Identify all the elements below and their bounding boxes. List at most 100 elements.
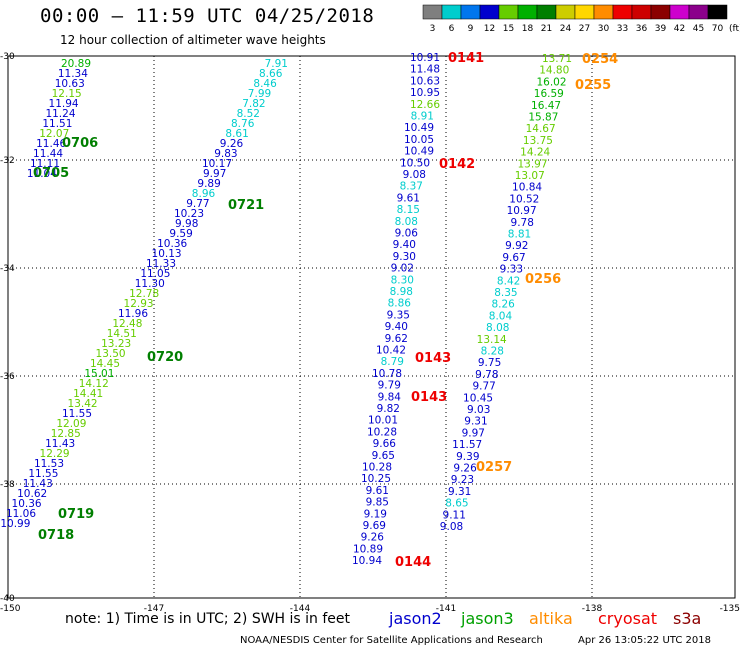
wave-height-label: 11.94 bbox=[49, 98, 79, 110]
wave-height-label: 10.17 bbox=[202, 158, 232, 170]
pass-time-label: 0718 bbox=[38, 528, 74, 543]
wave-height-label: 7.91 bbox=[265, 58, 288, 70]
wave-height-label: 10.50 bbox=[400, 157, 430, 169]
wave-height-label: 11.43 bbox=[23, 478, 53, 490]
colorbar-tick-label: 45 bbox=[693, 24, 704, 34]
wave-height-label: 8.15 bbox=[397, 204, 420, 216]
wave-height-label: 11.48 bbox=[410, 64, 440, 76]
pass-time-label: 0143 bbox=[411, 390, 447, 405]
wave-height-label: 10.97 bbox=[507, 205, 537, 217]
wave-height-label: 10.94 bbox=[352, 555, 382, 567]
wave-height-label: 8.81 bbox=[508, 229, 531, 241]
lon-tick-label: -138 bbox=[582, 604, 603, 614]
wave-height-label: 12.66 bbox=[410, 99, 440, 111]
wave-height-label: 9.40 bbox=[393, 239, 416, 251]
wave-height-label: 12.15 bbox=[52, 88, 82, 100]
wave-height-label: 10.63 bbox=[55, 78, 85, 90]
wave-height-label: 11.05 bbox=[140, 268, 170, 280]
wave-height-label: 14.67 bbox=[526, 123, 556, 135]
wave-height-label: 14.80 bbox=[539, 65, 569, 77]
pass-time-label: 0255 bbox=[575, 78, 611, 93]
wave-height-label: 12.85 bbox=[51, 428, 81, 440]
wave-height-label: 13.71 bbox=[542, 53, 572, 65]
wave-height-label: 12.93 bbox=[124, 298, 154, 310]
wave-height-label: 9.78 bbox=[511, 217, 534, 229]
wave-height-label: 9.31 bbox=[448, 486, 471, 498]
wave-height-label: 12.09 bbox=[56, 418, 86, 430]
wave-height-label: 10.49 bbox=[404, 122, 434, 134]
wave-height-label: 9.08 bbox=[403, 169, 426, 181]
wave-height-label: 10.13 bbox=[152, 248, 182, 260]
track-center: 10.9111.4810.6310.9512.668.9110.4910.051… bbox=[352, 51, 484, 570]
wave-height-label: 12.78 bbox=[129, 288, 159, 300]
colorbar-tick-label: 9 bbox=[468, 24, 474, 34]
colorbar-tick-label: 27 bbox=[579, 24, 590, 34]
wave-height-label: 9.77 bbox=[472, 381, 495, 393]
wave-height-label: 9.83 bbox=[214, 148, 237, 160]
legend-entry-jason2: jason2 bbox=[389, 609, 442, 628]
wave-height-label: 12.48 bbox=[112, 318, 142, 330]
legend-entry-altika: altika bbox=[529, 609, 573, 628]
colorbar-tick-label: 15 bbox=[503, 24, 514, 34]
wave-height-label: 14.24 bbox=[520, 147, 550, 159]
credit-right: Apr 26 13:05:22 UTC 2018 bbox=[578, 635, 711, 646]
pass-time-label: 0142 bbox=[439, 157, 475, 172]
wave-height-label: 11.44 bbox=[33, 148, 63, 160]
wave-height-label: 10.01 bbox=[368, 415, 398, 427]
lat-tick-label: -40 bbox=[0, 594, 15, 604]
wave-height-label: 10.49 bbox=[404, 146, 434, 158]
wave-height-label: 9.03 bbox=[467, 404, 490, 416]
wave-height-label: 11.11 bbox=[30, 158, 60, 170]
wave-height-label: 16.02 bbox=[536, 76, 566, 88]
wave-height-label: 9.06 bbox=[395, 228, 419, 240]
colorbar-tick-label: 42 bbox=[674, 24, 685, 34]
wave-height-label: 8.79 bbox=[381, 356, 404, 368]
colorbar-tick-label: 21 bbox=[541, 24, 552, 34]
wave-height-label: 9.69 bbox=[363, 520, 386, 532]
colorbar-tick-label: 3 bbox=[430, 24, 436, 34]
colorbar-tick-label: 36 bbox=[636, 24, 648, 34]
wave-height-label: 9.75 bbox=[478, 357, 501, 369]
wave-height-label: 14.51 bbox=[107, 328, 137, 340]
wave-height-label: 12.29 bbox=[40, 448, 70, 460]
wave-height-label: 9.92 bbox=[505, 240, 528, 252]
wave-height-label: 11.53 bbox=[34, 458, 64, 470]
legend-entry-jason3: jason3 bbox=[461, 609, 514, 628]
wave-height-label: 10.45 bbox=[463, 392, 493, 404]
wave-height-label: 9.84 bbox=[378, 391, 402, 403]
wave-height-label: 9.23 bbox=[451, 474, 474, 486]
pass-time-label: 0720 bbox=[147, 350, 183, 365]
wave-height-label: 9.30 bbox=[393, 251, 416, 263]
wave-height-label: 9.19 bbox=[364, 508, 387, 520]
lat-tick-label: -34 bbox=[0, 264, 15, 274]
pass-time-label: 0144 bbox=[395, 555, 431, 570]
wave-height-label: 8.52 bbox=[237, 108, 260, 120]
wave-height-label: 9.66 bbox=[373, 438, 397, 450]
wave-height-label: 8.42 bbox=[497, 275, 520, 287]
wave-height-label: 10.05 bbox=[404, 134, 434, 146]
wave-height-label: 8.08 bbox=[486, 322, 509, 334]
pass-time-label: 0257 bbox=[476, 460, 512, 475]
wave-height-label: 8.37 bbox=[400, 181, 423, 193]
wave-height-label: 8.86 bbox=[388, 298, 412, 310]
colorbar-tick-label: 24 bbox=[560, 24, 572, 34]
wave-height-label: 10.84 bbox=[512, 182, 542, 194]
colorbar-tick-label: 70 bbox=[712, 24, 724, 34]
pass-time-label: 0706 bbox=[62, 136, 98, 151]
wave-height-label: 9.40 bbox=[385, 321, 408, 333]
wave-height-label: 8.26 bbox=[491, 299, 515, 311]
wave-height-label: 8.96 bbox=[192, 188, 216, 200]
wave-height-label: 9.67 bbox=[502, 252, 525, 264]
wave-height-label: 10.25 bbox=[361, 473, 391, 485]
wave-height-label: 9.82 bbox=[377, 403, 400, 415]
pass-time-label: 0721 bbox=[228, 198, 264, 213]
wave-height-label: 20.89 bbox=[61, 58, 91, 70]
colorbar-swatch bbox=[707, 4, 728, 20]
wave-height-label: 10.36 bbox=[157, 238, 187, 250]
pass-time-label: 0141 bbox=[448, 51, 484, 66]
wave-height-label: 8.28 bbox=[481, 346, 504, 358]
pass-time-label: 0719 bbox=[58, 507, 94, 522]
wave-height-label: 11.55 bbox=[62, 408, 92, 420]
